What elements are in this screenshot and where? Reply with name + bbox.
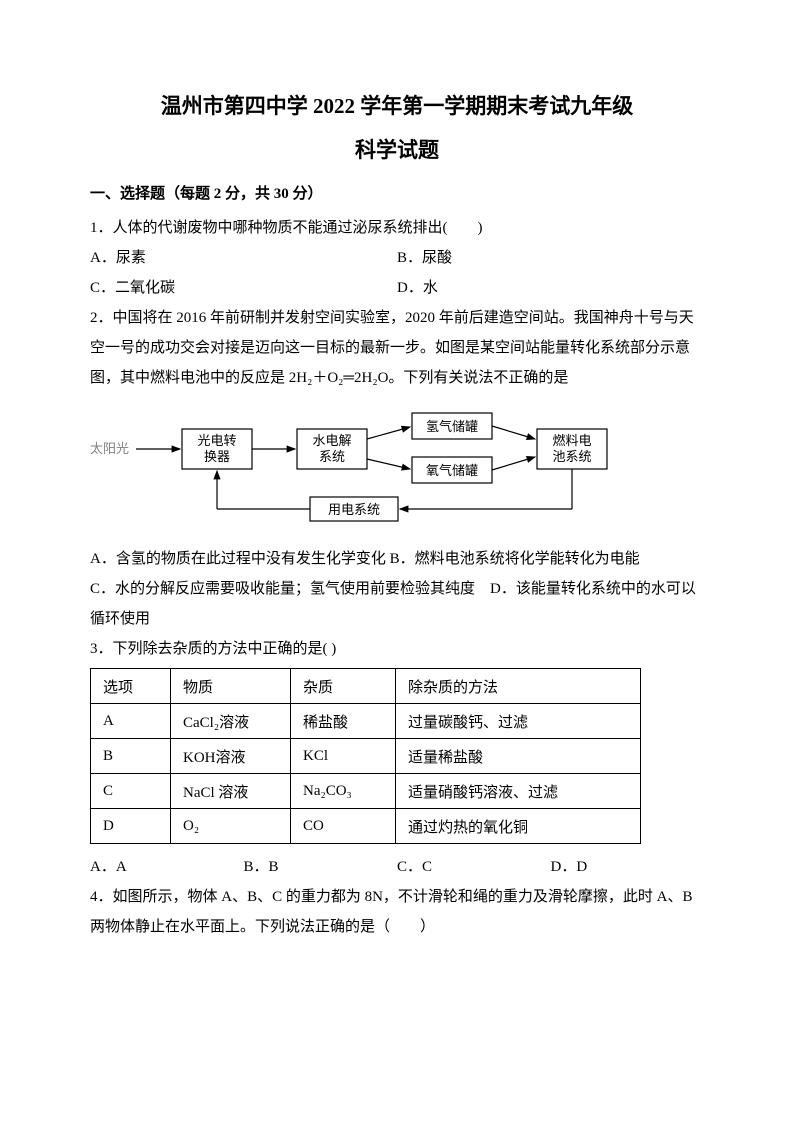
diagram-box2-l2: 系统: [319, 449, 345, 464]
cell: 稀盐酸: [291, 704, 396, 739]
section-header: 一、选择题（每题 2 分，共 30 分）: [90, 182, 704, 203]
q2-stem: 2．中国将在 2016 年前研制并发射空间实验室，2020 年前后建造空间站。我…: [90, 303, 704, 393]
q3-options: A．A B．B C．C D．D: [90, 852, 704, 882]
cell: 过量碳酸钙、过滤: [396, 704, 641, 739]
cell: 通过灼热的氧化铜: [396, 809, 641, 844]
table-row: C NaCl 溶液 Na₂CO₃ 适量硝酸钙溶液、过滤: [91, 774, 641, 809]
table-row: B KOH溶液 KCl 适量稀盐酸: [91, 739, 641, 774]
diagram-box5-l2: 池系统: [552, 449, 591, 464]
q1-options-row1: A．尿素 B．尿酸: [90, 243, 704, 273]
cell: 适量硝酸钙溶液、过滤: [396, 774, 641, 809]
q2-option-cd: C．水的分解反应需要吸收能量；氢气使用前要检验其纯度 D．该能量转化系统中的水可…: [90, 574, 704, 634]
cell: NaCl 溶液: [171, 774, 291, 809]
cell: KCl: [291, 739, 396, 774]
table-row: A CaCl₂溶液 稀盐酸 过量碳酸钙、过滤: [91, 704, 641, 739]
flow-diagram-svg: 太阳光 光电转 换器 水电解 系统 氢气储罐 氧气储罐: [90, 401, 650, 531]
cell: CO: [291, 809, 396, 844]
diagram-box1-l2: 换器: [204, 449, 230, 464]
table-row: D O₂ CO 通过灼热的氧化铜: [91, 809, 641, 844]
page-title-line2: 科学试题: [90, 134, 704, 164]
table-header-row: 选项 物质 杂质 除杂质的方法: [91, 669, 641, 704]
q1-stem: 1．人体的代谢废物中哪种物质不能通过泌尿系统排出( ): [90, 213, 704, 243]
cell: B: [91, 739, 171, 774]
q1-option-b: B．尿酸: [397, 243, 704, 273]
q1-option-c: C．二氧化碳: [90, 273, 397, 303]
cell: Na₂CO₃: [291, 774, 396, 809]
page-title-line1: 温州市第四中学 2022 学年第一学期期末考试九年级: [90, 90, 704, 120]
cell: A: [91, 704, 171, 739]
cell: O₂: [171, 809, 291, 844]
q3-option-c: C．C: [397, 852, 551, 882]
exam-page: 温州市第四中学 2022 学年第一学期期末考试九年级 科学试题 一、选择题（每题…: [0, 0, 794, 1123]
q3-option-b: B．B: [244, 852, 398, 882]
q1-options-row2: C．二氧化碳 D．水: [90, 273, 704, 303]
q1-option-a: A．尿素: [90, 243, 397, 273]
diagram-box3: 氢气储罐: [426, 419, 478, 434]
cell: C: [91, 774, 171, 809]
q3-table: 选项 物质 杂质 除杂质的方法 A CaCl₂溶液 稀盐酸 过量碳酸钙、过滤 B…: [90, 668, 641, 844]
q3-option-d: D．D: [551, 852, 705, 882]
diagram-box4: 氧气储罐: [426, 463, 478, 478]
diagram-box1-l1: 光电转: [197, 433, 236, 448]
q2-option-ab: A．含氢的物质在此过程中没有发生化学变化 B．燃料电池系统将化学能转化为电能: [90, 544, 704, 574]
cell: CaCl₂溶液: [171, 704, 291, 739]
q1-option-d: D．水: [397, 273, 704, 303]
col-header: 选项: [91, 669, 171, 704]
q3-option-a: A．A: [90, 852, 244, 882]
cell: KOH溶液: [171, 739, 291, 774]
cell: 适量稀盐酸: [396, 739, 641, 774]
cell: D: [91, 809, 171, 844]
q4-stem: 4．如图所示，物体 A、B、C 的重力都为 8N，不计滑轮和绳的重力及滑轮摩擦，…: [90, 882, 704, 942]
col-header: 杂质: [291, 669, 396, 704]
q2-diagram: 太阳光 光电转 换器 水电解 系统 氢气储罐 氧气储罐: [90, 401, 704, 536]
col-header: 物质: [171, 669, 291, 704]
diagram-box2-l1: 水电解: [312, 433, 351, 448]
col-header: 除杂质的方法: [396, 669, 641, 704]
diagram-sun-label: 太阳光: [90, 441, 129, 456]
diagram-box6: 用电系统: [328, 502, 380, 517]
q3-stem: 3．下列除去杂质的方法中正确的是( ): [90, 634, 704, 664]
diagram-box5-l1: 燃料电: [552, 433, 591, 448]
